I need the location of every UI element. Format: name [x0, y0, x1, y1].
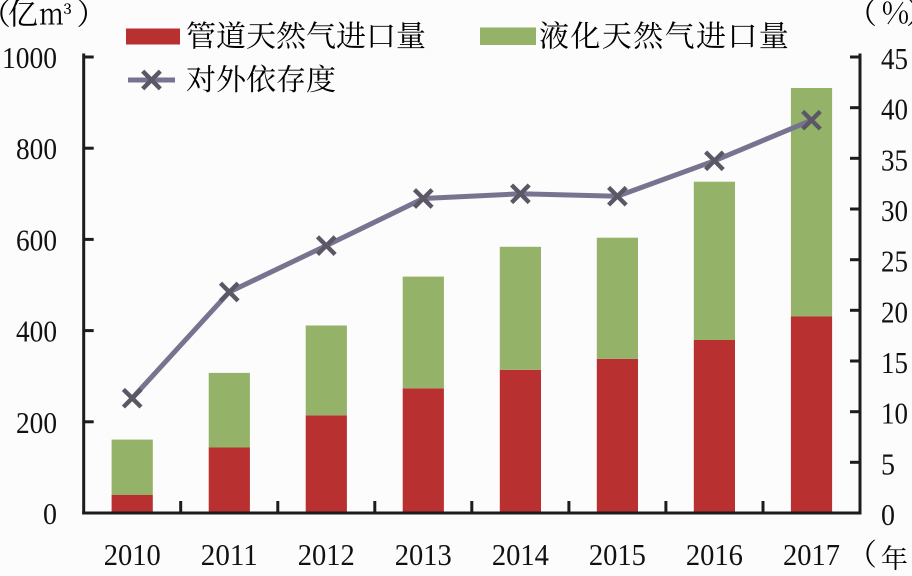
- svg-text:1000: 1000: [2, 41, 57, 75]
- svg-text:45: 45: [881, 42, 908, 76]
- svg-text:10: 10: [881, 397, 908, 431]
- svg-text:0: 0: [881, 498, 895, 532]
- svg-text:20: 20: [881, 295, 908, 329]
- svg-text:800: 800: [16, 132, 57, 166]
- svg-text:2012: 2012: [298, 538, 355, 571]
- svg-text:2017: 2017: [783, 538, 840, 571]
- svg-text:0: 0: [43, 497, 57, 531]
- svg-text:30: 30: [881, 194, 908, 228]
- svg-text:400: 400: [16, 315, 57, 349]
- svg-text:25: 25: [881, 245, 908, 279]
- svg-text:5: 5: [881, 447, 895, 481]
- svg-text:15: 15: [881, 346, 908, 380]
- svg-text:2013: 2013: [395, 538, 452, 571]
- svg-text:35: 35: [881, 143, 908, 177]
- svg-text:2010: 2010: [104, 538, 161, 571]
- svg-text:40: 40: [881, 93, 908, 127]
- svg-text:2015: 2015: [589, 538, 646, 571]
- svg-text:2014: 2014: [492, 538, 549, 571]
- svg-text:2016: 2016: [686, 538, 743, 571]
- svg-text:600: 600: [16, 223, 57, 257]
- svg-text:200: 200: [16, 406, 57, 440]
- svg-text:2011: 2011: [201, 538, 258, 571]
